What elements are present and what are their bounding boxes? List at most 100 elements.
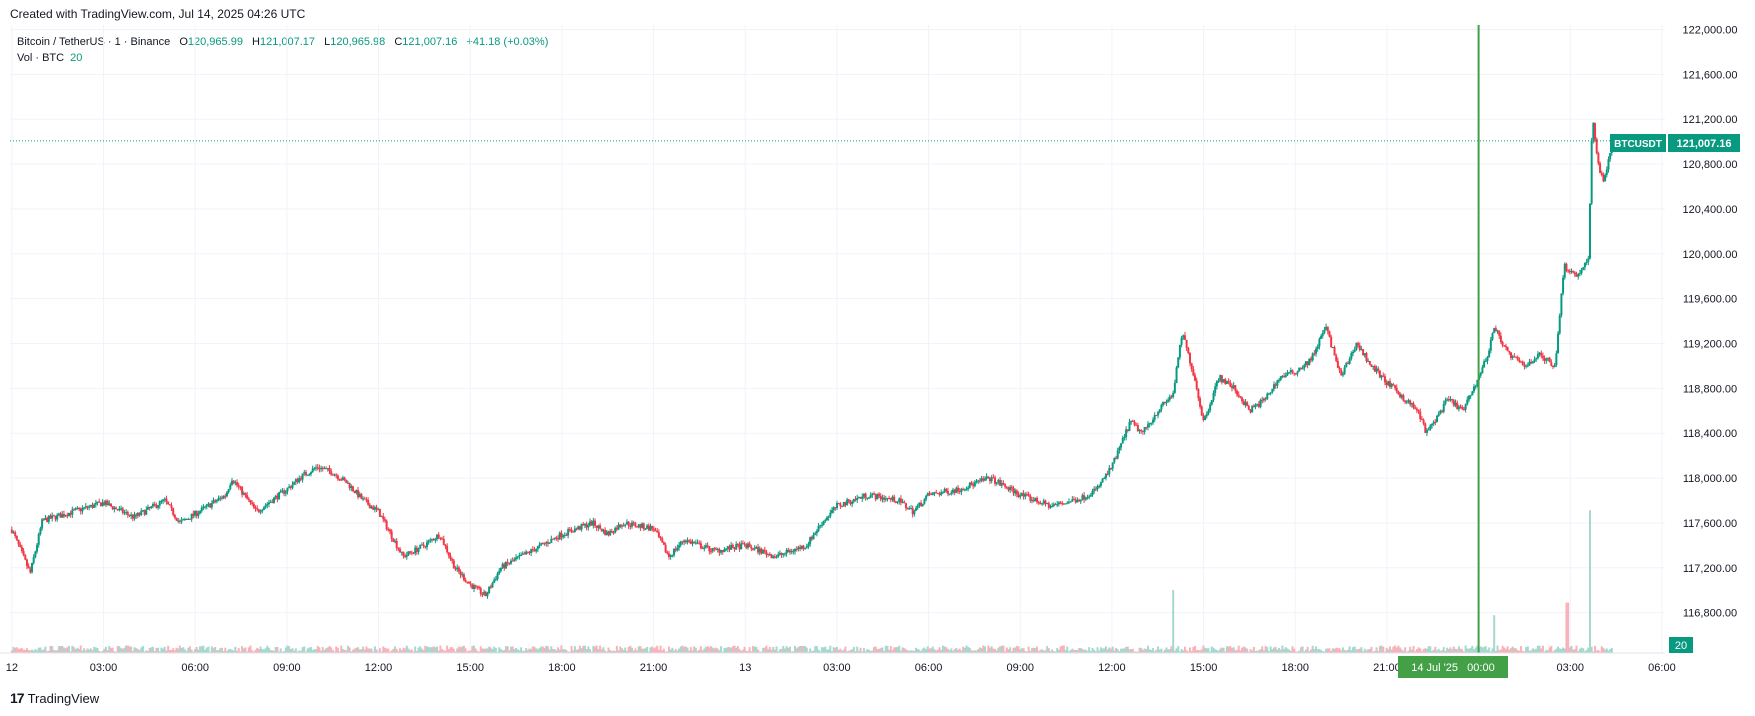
volume-bar [1538,645,1541,653]
candle-body [1588,203,1591,259]
candle-body [1049,505,1052,508]
candle-body [251,502,254,504]
candle-body [825,517,828,521]
candle-body [1138,430,1141,432]
volume-bar [931,646,934,653]
candle-body [1320,335,1323,339]
chart-canvas[interactable]: 116,800.00117,200.00117,600.00118,000.00… [0,0,1755,690]
volume-bar [884,645,887,653]
volume-bar [874,646,877,653]
symbol-label[interactable]: Bitcoin / TetherUS · 1 · Binance [17,36,171,48]
candle-body [1543,357,1546,361]
candle-body [209,503,212,508]
candle-body [968,482,971,488]
candle-body [249,499,252,503]
candle-body [1153,415,1156,420]
volume-bar [825,649,828,653]
candle-body [1350,353,1353,359]
candle-body [1555,353,1558,365]
tradingview-brand[interactable]: 17 TradingView [10,690,99,706]
candle-body [1560,293,1563,316]
volume-bar [422,650,425,653]
volume-bar [1108,647,1111,653]
volume-bar [1209,651,1212,653]
low-value: 120,965.98 [330,36,386,48]
volume-bars [10,510,1613,653]
volume-bar [713,648,716,653]
volume-bar [125,645,128,653]
time-tick-label: 06:00 [915,662,943,674]
volume-bar [244,647,247,653]
volume-bar [1602,647,1605,653]
candle-body [93,504,96,508]
candle-body [1454,402,1457,406]
candle-body [494,578,497,580]
candle-body [730,544,733,550]
volume-bar [1610,648,1613,653]
volume-bar [515,648,518,653]
candle-body [464,580,467,582]
candle-body [1484,360,1487,362]
volume-bar [1412,645,1415,653]
candle-body [866,497,869,499]
candle-body [1217,380,1220,382]
candle-body [1246,402,1249,406]
volume-bar [788,646,791,653]
volume-bar [1382,646,1385,653]
volume-bar [873,647,876,653]
candle-body [420,544,423,546]
volume-bar [854,651,857,653]
time-tick-label: 03:00 [1557,662,1585,674]
volume-bar [200,646,203,653]
volume-label[interactable]: Vol · BTC [17,52,65,64]
candle-body [123,512,126,514]
volume-bar [1528,650,1531,653]
volume-bar [1405,651,1408,653]
volume-bar [862,648,865,653]
candle-body [1252,406,1255,408]
candle-body [521,553,524,556]
candle-body [301,473,304,480]
candle-body [446,546,449,553]
volume-bar [1311,645,1314,653]
candle-body [309,472,312,474]
price-axis[interactable]: 116,800.00117,200.00117,600.00118,000.00… [1682,24,1737,619]
candle-body [994,477,997,484]
candle-body [483,591,486,595]
candle-body [762,549,765,554]
candle-body [261,509,264,512]
volume-bar [585,649,588,653]
volume-bar [661,650,664,653]
volume-bar [953,649,956,653]
volume-bar [1518,650,1521,653]
volume-bar [362,646,365,653]
candle-body [666,552,669,554]
candle-body [560,532,563,538]
volume-bar [536,649,539,653]
candle-body [1168,396,1171,400]
candle-body [1430,423,1433,426]
candle-body [1422,419,1425,424]
candle-body [743,543,746,545]
candle-body [1185,339,1188,348]
volume-bar [118,646,121,653]
candle-body [1094,488,1097,490]
volume-bar [1140,648,1143,653]
volume-bar [1299,647,1302,653]
candle-body [1417,410,1420,412]
candle-body [1506,346,1509,351]
time-axis[interactable]: 12 03:00 06:00 09:00 12:00 15:00 18:00 21:00 13 0… [6,662,1676,674]
volume-bar [829,645,832,653]
volume-bar [1594,645,1597,653]
candle-body [891,496,894,500]
candle-body [950,492,953,494]
volume-bar [336,647,339,653]
volume-bar [496,651,499,653]
candle-body [118,508,121,511]
volume-bar [383,647,386,653]
volume-bar [1133,651,1136,653]
candle-body [595,525,598,528]
volume-bar [32,650,35,653]
volume-bar [1202,645,1205,653]
volume-bar [1274,647,1277,653]
